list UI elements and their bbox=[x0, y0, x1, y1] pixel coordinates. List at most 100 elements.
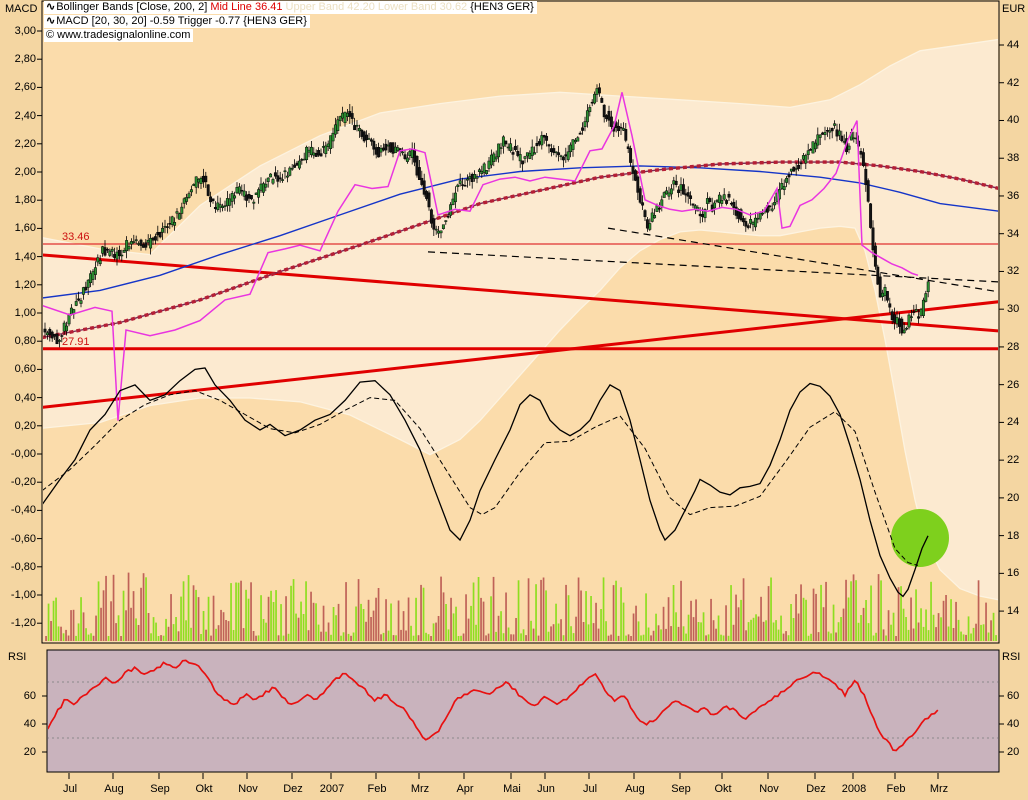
macd-axis-label: 2,60 bbox=[14, 81, 36, 93]
highlight-circle-annotation[interactable] bbox=[891, 509, 949, 567]
macd-axis-label: 1,60 bbox=[14, 222, 36, 234]
time-axis-label: Aug bbox=[625, 783, 645, 795]
time-axis-label: Feb bbox=[886, 783, 906, 795]
legend-macd-text: MACD [20, 30, 20] -0.59 Trigger -0.77 {H… bbox=[56, 15, 307, 27]
macd-axis-label: 2,80 bbox=[14, 53, 36, 65]
ascending-trendline[interactable] bbox=[42, 300, 999, 409]
rsi-panel[interactable] bbox=[46, 649, 1000, 773]
time-axis-label: Mai bbox=[503, 783, 521, 795]
rsi-line bbox=[48, 659, 939, 752]
eur-axis-label: 24 bbox=[1007, 416, 1020, 428]
right-axis-title: EUR bbox=[1002, 3, 1026, 15]
macd-axis-label: -1,00 bbox=[10, 589, 36, 601]
time-axis-label: Okt bbox=[714, 783, 732, 795]
time-axis-label: Feb bbox=[367, 783, 387, 795]
macd-axis-label: 1,40 bbox=[14, 251, 36, 263]
axis-ticks bbox=[37, 30, 1004, 779]
macd-axis-label: 0,40 bbox=[14, 392, 36, 404]
magenta-moving-average-line bbox=[43, 92, 919, 421]
time-axis-label: Apr bbox=[456, 783, 474, 795]
indicator-wave-icon: ∿ bbox=[46, 15, 55, 27]
time-axis-label: Dez bbox=[806, 783, 826, 795]
legend-symbol-tag: {HEN3 GER} bbox=[467, 1, 534, 13]
rsi-axis-label-left: 40 bbox=[23, 718, 36, 730]
macd-axis-label: 1,80 bbox=[14, 194, 36, 206]
eur-axis-label: 30 bbox=[1007, 303, 1020, 315]
rsi-panel-title-left: RSI bbox=[8, 651, 27, 663]
eur-axis-label: 28 bbox=[1007, 341, 1020, 353]
macd-axis-label: -0,40 bbox=[10, 504, 36, 516]
time-axis-label: Jul bbox=[582, 783, 598, 795]
macd-axis-label: 2,20 bbox=[14, 138, 36, 150]
macd-axis-label: 2,00 bbox=[14, 166, 36, 178]
copyright-text: © www.tradesignalonline.com bbox=[46, 29, 191, 41]
dashed-trendline-2[interactable] bbox=[607, 227, 999, 293]
legend-bollinger-text: Bollinger Bands [Close, 200, 2] bbox=[56, 1, 208, 13]
candlestick-series bbox=[43, 83, 930, 348]
macd-trigger-line bbox=[43, 390, 919, 566]
macd-line bbox=[43, 367, 929, 598]
eur-axis-label: 22 bbox=[1007, 454, 1020, 466]
legend-macd[interactable]: ∿ MACD [20, 30, 20] -0.59 Trigger -0.77 {… bbox=[44, 15, 310, 28]
eur-axis-label: 16 bbox=[1007, 567, 1020, 579]
eur-axis-label: 14 bbox=[1007, 605, 1020, 617]
eur-axis-label: 26 bbox=[1007, 379, 1020, 391]
macd-axis-label: 1,20 bbox=[14, 279, 36, 291]
eur-axis-label: 32 bbox=[1007, 265, 1020, 277]
time-axis-label: 2007 bbox=[319, 783, 345, 795]
macd-axis-label: 1,00 bbox=[14, 307, 36, 319]
time-axis-label: Nov bbox=[759, 783, 779, 795]
indicator-wave-icon: ∿ bbox=[46, 1, 55, 13]
macd-axis-label: 0,20 bbox=[14, 420, 36, 432]
eur-axis-label: 38 bbox=[1007, 152, 1020, 164]
eur-axis-label: 18 bbox=[1007, 530, 1020, 542]
rsi-layer bbox=[48, 659, 998, 752]
rsi-axis-label-right: 20 bbox=[1007, 746, 1020, 758]
eur-axis-label: 36 bbox=[1007, 190, 1020, 202]
main-chart-layer bbox=[42, 38, 999, 641]
legend-midline-value: Mid Line 36.41 bbox=[207, 1, 283, 13]
eur-axis-label: 40 bbox=[1007, 114, 1020, 126]
macd-axis-label: -1,20 bbox=[10, 617, 36, 629]
left-axis-title: MACD bbox=[5, 3, 38, 15]
macd-axis-label: 0,60 bbox=[14, 363, 36, 375]
legend-band-values: Upper Band 42.20 Lower Band 30.62 bbox=[282, 1, 468, 13]
bollinger-midline-dotted bbox=[43, 160, 998, 340]
rsi-axis-label-left: 60 bbox=[23, 690, 36, 702]
volume-bars bbox=[45, 572, 997, 641]
resistance-level-label: 33.46 bbox=[62, 231, 90, 243]
eur-axis-label: 44 bbox=[1007, 39, 1020, 51]
bollinger-upper-band-line bbox=[43, 38, 998, 256]
time-axis-label: Mrz bbox=[929, 783, 949, 795]
macd-axis-label: -0,00 bbox=[10, 448, 36, 460]
time-axis-label: Jun bbox=[537, 783, 555, 795]
rsi-axis-label-right: 60 bbox=[1007, 690, 1020, 702]
macd-axis-label: -0,20 bbox=[10, 476, 36, 488]
time-axis-label: Sep bbox=[671, 783, 691, 795]
macd-axis-label: 2,40 bbox=[14, 110, 36, 122]
support-level-label: 27.91 bbox=[62, 336, 90, 348]
macd-axis-label: 0,80 bbox=[14, 335, 36, 347]
time-axis-label: Okt bbox=[195, 783, 213, 795]
copyright-notice: © www.tradesignalonline.com bbox=[44, 29, 194, 42]
rsi-axis-label-left: 20 bbox=[23, 746, 36, 758]
rsi-panel-title-right: RSI bbox=[1002, 651, 1021, 663]
macd-axis-label: -0,80 bbox=[10, 561, 36, 573]
time-axis-label: Sep bbox=[150, 783, 170, 795]
time-axis-label: Dez bbox=[283, 783, 303, 795]
macd-axis-label: 3,00 bbox=[14, 25, 36, 37]
rsi-axis-label-right: 40 bbox=[1007, 718, 1020, 730]
bollinger-lower-band-line bbox=[43, 225, 998, 601]
eur-axis-label: 20 bbox=[1007, 492, 1020, 504]
eur-axis-label: 34 bbox=[1007, 228, 1020, 240]
legend-bollinger-bands[interactable]: ∿ Bollinger Bands [Close, 200, 2] Mid Lin… bbox=[44, 1, 537, 14]
time-axis-label: Nov bbox=[238, 783, 258, 795]
eur-axis-label: 42 bbox=[1007, 77, 1020, 89]
time-axis-label: Aug bbox=[104, 783, 124, 795]
macd-axis-label: -0,60 bbox=[10, 533, 36, 545]
time-axis-label: Mrz bbox=[410, 783, 430, 795]
time-axis-label: Jul bbox=[62, 783, 78, 795]
time-axis-label: 2008 bbox=[841, 783, 867, 795]
